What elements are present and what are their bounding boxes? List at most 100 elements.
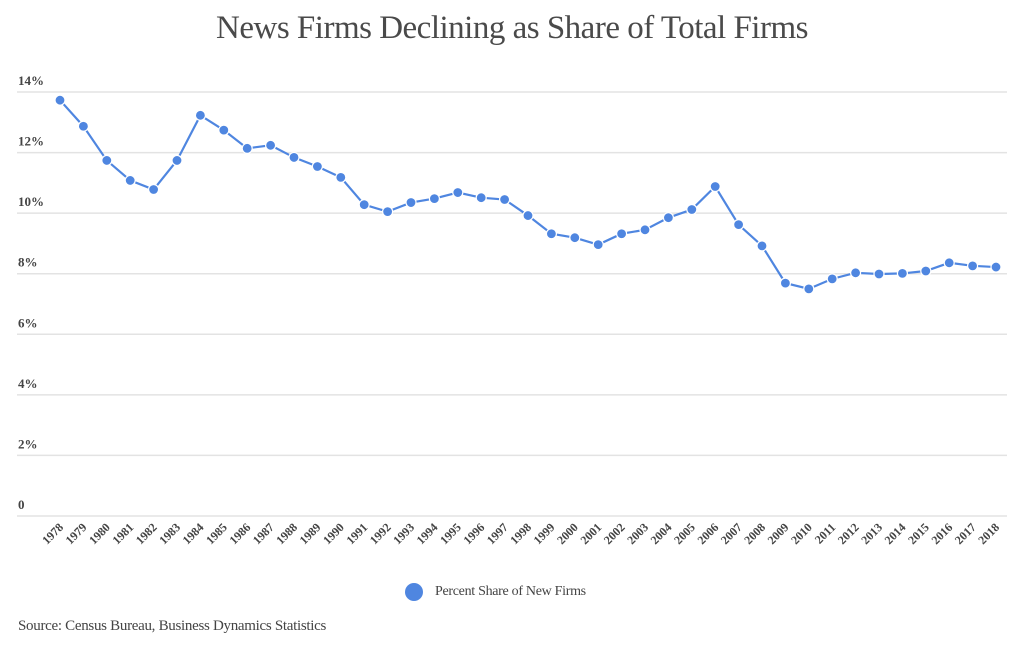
x-tick-label: 2001 <box>577 520 604 547</box>
source-note: Source: Census Bureau, Business Dynamics… <box>18 618 327 634</box>
y-tick-label: 8% <box>18 255 38 270</box>
x-tick-label: 1981 <box>109 520 136 547</box>
y-tick-label: 4% <box>18 376 38 391</box>
data-point-2001 <box>592 239 604 251</box>
legend: Percent Share of New Firms <box>405 583 586 601</box>
data-point-1986 <box>241 142 253 154</box>
x-tick-label: 1988 <box>273 520 300 547</box>
data-point-2002 <box>615 228 628 240</box>
data-point-2014 <box>896 267 909 280</box>
x-tick-label: 2010 <box>788 520 815 547</box>
y-tick-label: 12% <box>18 134 44 149</box>
x-tick-label: 1990 <box>320 520 347 547</box>
legend-marker-icon <box>405 583 423 601</box>
data-point-1996 <box>475 192 487 204</box>
data-point-1980 <box>101 154 113 167</box>
x-tick-label: 2011 <box>812 520 838 546</box>
y-tick-label: 14% <box>18 73 44 88</box>
x-tick-label: 1986 <box>226 520 253 547</box>
data-point-1985 <box>218 124 230 136</box>
data-point-1984 <box>194 109 206 121</box>
data-point-2006 <box>709 180 721 193</box>
y-tick-label: 6% <box>18 315 38 330</box>
x-tick-label: 1979 <box>63 520 90 547</box>
data-point-2003 <box>639 224 651 236</box>
data-point-1978 <box>54 94 66 106</box>
legend-label: Percent Share of New Firms <box>435 584 586 599</box>
y-tick-label: 10% <box>18 194 44 209</box>
data-point-1993 <box>405 196 417 209</box>
data-point-1988 <box>288 151 300 164</box>
data-point-1999 <box>545 228 558 240</box>
x-tick-label: 2015 <box>905 520 932 547</box>
data-point-2018 <box>990 261 1002 273</box>
data-point-2016 <box>943 257 955 269</box>
x-tick-label: 1993 <box>390 520 417 547</box>
x-tick-label: 2006 <box>694 520 721 547</box>
x-tick-label: 1998 <box>507 520 534 547</box>
data-point-1990 <box>335 171 347 184</box>
y-tick-label: 2% <box>18 436 38 451</box>
data-point-2005 <box>686 203 698 216</box>
x-tick-label: 1982 <box>133 520 160 547</box>
x-tick-label: 1992 <box>367 520 394 547</box>
data-point-2012 <box>849 267 862 279</box>
x-tick-label: 1978 <box>39 520 66 547</box>
x-tick-label: 2008 <box>741 520 768 547</box>
chart-title: News Firms Declining as Share of Total F… <box>216 10 808 46</box>
x-tick-label: 2004 <box>648 520 675 547</box>
x-tick-label: 2002 <box>601 520 628 547</box>
x-tick-label: 2016 <box>928 520 955 547</box>
data-point-1987 <box>265 139 277 151</box>
data-point-2008 <box>756 240 768 252</box>
data-point-1981 <box>124 174 136 187</box>
x-tick-label: 2007 <box>718 520 745 547</box>
x-tick-label: 2017 <box>952 520 979 547</box>
x-tick-label: 1980 <box>86 520 113 547</box>
x-tick-label: 1984 <box>180 520 207 547</box>
data-point-1992 <box>382 206 394 218</box>
x-tick-label: 2018 <box>975 520 1002 547</box>
x-tick-label: 2000 <box>554 520 581 547</box>
data-point-1991 <box>358 199 370 211</box>
x-tick-label: 1996 <box>460 520 487 547</box>
data-point-1994 <box>428 193 440 205</box>
x-tick-label: 2009 <box>765 520 792 547</box>
x-tick-label: 2014 <box>882 520 909 547</box>
data-point-2009 <box>779 277 792 289</box>
series-percent-share-of-new-firms <box>54 94 1002 295</box>
x-tick-label: 1983 <box>156 520 183 547</box>
x-tick-label: 1989 <box>297 520 324 547</box>
data-point-2010 <box>803 283 815 295</box>
x-tick-label: 2003 <box>624 520 651 547</box>
x-tick-label: 1991 <box>343 520 370 547</box>
data-point-1995 <box>452 186 464 199</box>
data-point-1983 <box>171 154 183 167</box>
series-line <box>59 99 997 291</box>
gridlines <box>17 91 1007 517</box>
data-point-2004 <box>662 212 675 224</box>
data-point-2011 <box>826 273 838 285</box>
x-tick-label: 2005 <box>671 520 698 547</box>
y-tick-label: 0 <box>18 497 25 512</box>
data-point-1998 <box>522 209 534 222</box>
x-tick-label: 1995 <box>437 520 464 547</box>
data-point-2015 <box>920 265 932 277</box>
x-tick-label: 1985 <box>203 520 230 547</box>
data-point-2013 <box>873 268 885 280</box>
x-tick-label: 1987 <box>250 520 277 547</box>
data-point-1982 <box>148 183 160 196</box>
x-tick-label: 1997 <box>484 520 511 547</box>
data-point-2007 <box>732 219 745 231</box>
x-tick-label: 1994 <box>414 520 441 547</box>
x-tick-label: 1999 <box>531 520 558 547</box>
data-point-2000 <box>569 232 581 244</box>
data-point-1989 <box>311 160 323 173</box>
data-point-1979 <box>77 120 90 132</box>
data-point-2017 <box>966 260 979 272</box>
x-axis-tick-labels: 1978197919801981198219831984198519861987… <box>39 520 1002 547</box>
y-axis-tick-labels: 0 2% 4% 6% 8% 10% 12% 14% <box>18 73 44 512</box>
x-tick-label: 2013 <box>858 520 885 547</box>
data-point-1997 <box>499 193 511 206</box>
